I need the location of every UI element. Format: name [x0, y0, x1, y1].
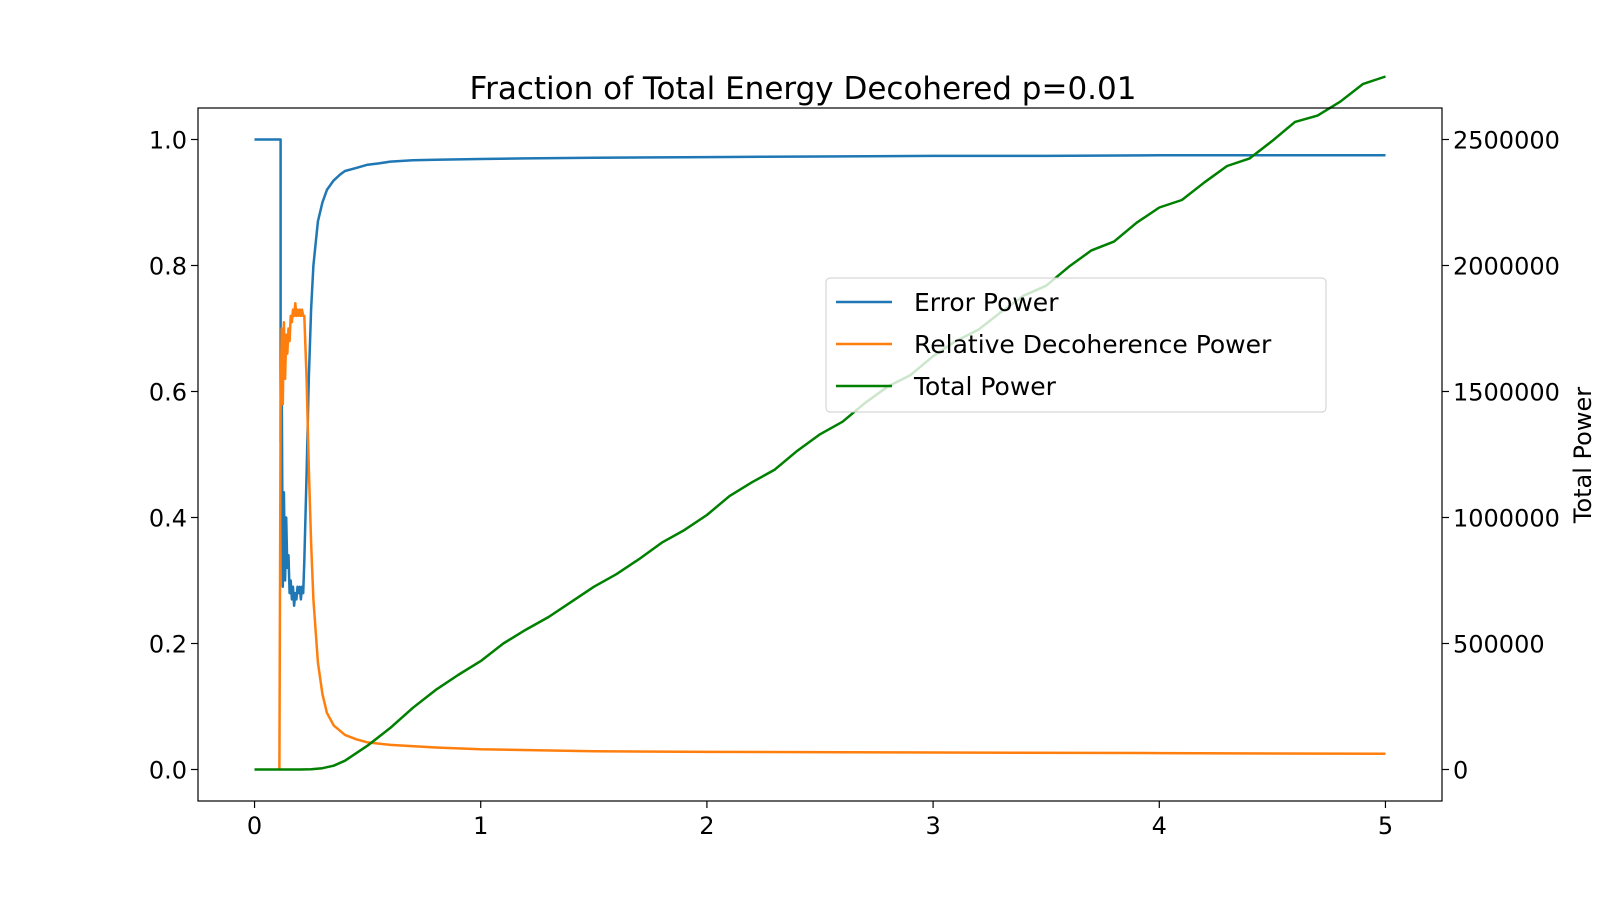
y2-tick-label: 2500000 — [1453, 127, 1560, 155]
series-line-2 — [254, 75, 1386, 771]
y2-tick-label: 1500000 — [1453, 379, 1560, 407]
legend-label-0: Error Power — [914, 288, 1059, 317]
y-tick-label: 1.0 — [149, 127, 187, 155]
x-tick-label: 2 — [699, 812, 714, 840]
x-tick-label: 1 — [473, 812, 488, 840]
y2-tick-label: 0 — [1453, 757, 1468, 785]
chart-title: Fraction of Total Energy Decohered p=0.0… — [470, 71, 1137, 107]
legend-label-1: Relative Decoherence Power — [914, 330, 1272, 359]
x-tick-label: 3 — [925, 812, 940, 840]
legend-label-2: Total Power — [913, 372, 1057, 401]
y-tick-label: 0.0 — [149, 757, 187, 785]
y2-tick-label: 2000000 — [1453, 253, 1560, 281]
y2-tick-label: 1000000 — [1453, 505, 1560, 533]
plot-frame — [197, 107, 1443, 802]
y-tick-label: 0.2 — [149, 631, 187, 659]
legend: Error Power Relative Decoherence Power Tot… — [825, 277, 1327, 413]
x-tick-label: 5 — [1378, 812, 1393, 840]
x-tick-label: 4 — [1152, 812, 1167, 840]
x-tick-label: 0 — [247, 812, 262, 840]
y2-tick-label: 500000 — [1453, 631, 1545, 659]
y-tick-label: 0.6 — [149, 379, 187, 407]
y2-axis-label: Total Power — [1569, 387, 1597, 524]
series-line-0 — [254, 138, 1386, 607]
y-tick-label: 0.8 — [149, 253, 187, 281]
y-tick-label: 0.4 — [149, 505, 187, 533]
series-line-1 — [278, 302, 1386, 770]
